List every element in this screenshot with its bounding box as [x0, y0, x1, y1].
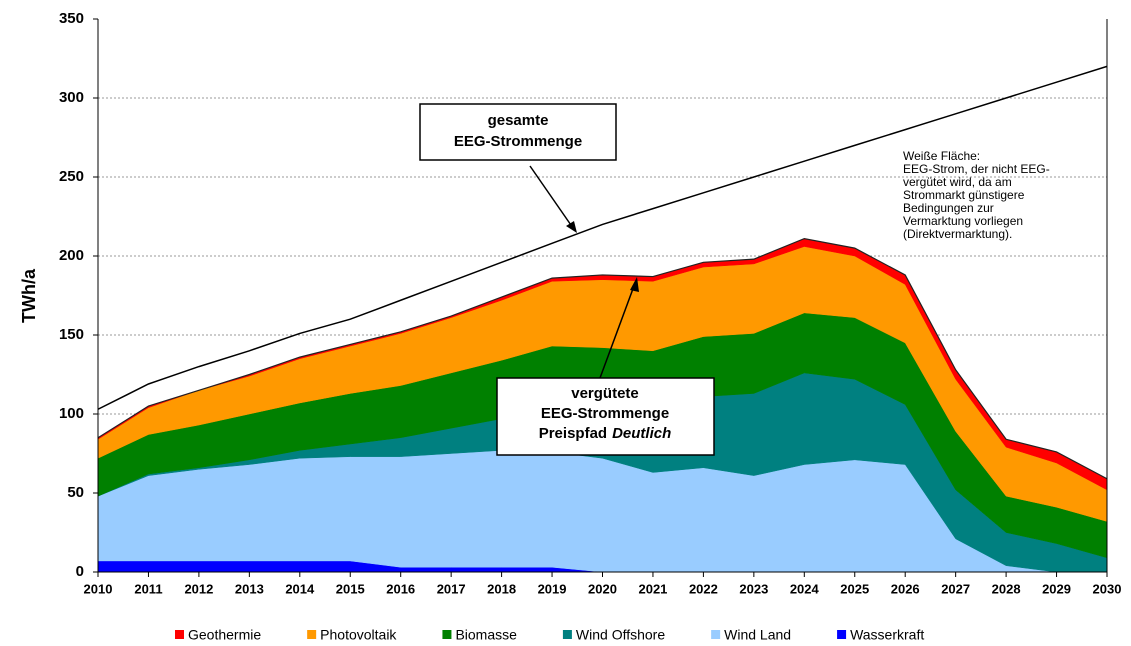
- x-tick-label: 2022: [689, 581, 718, 596]
- x-tick-label: 2027: [941, 581, 970, 596]
- annotation-text-part: Preispfad: [539, 425, 607, 442]
- note-text: Bedingungen zur: [903, 201, 994, 215]
- legend-label: Wind Offshore: [576, 627, 665, 643]
- x-tick-label: 2030: [1093, 581, 1122, 596]
- annotation-text: Preispfad Deutlich: [539, 425, 672, 442]
- y-tick-label: 100: [59, 405, 84, 422]
- x-tick-label: 2017: [437, 581, 466, 596]
- x-tick-label: 2010: [84, 581, 113, 596]
- legend-label: Geothermie: [188, 627, 261, 643]
- stack-outline: [97, 237, 1108, 480]
- x-tick-label: 2021: [638, 581, 667, 596]
- y-tick-label: 350: [59, 10, 84, 27]
- x-tick-label: 2020: [588, 581, 617, 596]
- x-tick-label: 2026: [891, 581, 920, 596]
- x-tick-label: 2023: [739, 581, 768, 596]
- annotation-text-italic: Deutlich: [612, 425, 671, 442]
- note-text: (Direktvermarktung).: [903, 227, 1012, 241]
- note-text: vergütet wird, da am: [903, 175, 1012, 189]
- total-line: [97, 65, 1108, 410]
- y-tick-label: 0: [76, 563, 84, 580]
- x-tick-label: 2019: [538, 581, 567, 596]
- legend-label: Biomasse: [455, 627, 517, 643]
- legend-swatch: [175, 630, 184, 639]
- x-tick-label: 2025: [840, 581, 869, 596]
- y-tick-label: 300: [59, 89, 84, 106]
- legend-label: Photovoltaik: [320, 627, 397, 643]
- y-tick-label: 250: [59, 168, 84, 185]
- y-axis-label: TWh/a: [19, 268, 39, 323]
- annotation-text: EEG-Strommenge: [541, 405, 669, 422]
- x-tick-label: 2012: [184, 581, 213, 596]
- x-tick-label: 2029: [1042, 581, 1071, 596]
- arrow: [529, 165, 574, 229]
- annotation-text: EEG-Strommenge: [454, 133, 582, 150]
- legend-swatch: [307, 630, 317, 639]
- legend-swatch: [562, 630, 572, 639]
- x-tick-label: 2016: [386, 581, 415, 596]
- x-tick-label: 2028: [992, 581, 1021, 596]
- legend-swatch: [837, 630, 847, 639]
- note-text: EEG-Strom, der nicht EEG-: [903, 162, 1050, 176]
- note-text: Strommarkt günstigere: [903, 188, 1025, 202]
- annotation-text: gesamte: [488, 112, 549, 129]
- legend-swatch: [711, 630, 721, 639]
- x-tick-label: 2011: [134, 581, 162, 596]
- x-tick-label: 2015: [336, 581, 365, 596]
- x-tick-label: 2024: [790, 581, 820, 596]
- annotation-text: vergütete: [571, 385, 639, 402]
- annotation-box: [419, 103, 617, 161]
- y-tick-label: 50: [67, 484, 84, 501]
- annotation-box: [496, 377, 715, 456]
- legend-label: Wind Land: [724, 627, 791, 643]
- arrow-head: [630, 277, 639, 292]
- x-tick-label: 2018: [487, 581, 516, 596]
- arrow: [599, 285, 635, 379]
- x-tick-label: 2013: [235, 581, 264, 596]
- legend-label: Wasserkraft: [850, 627, 924, 643]
- note-text: Weiße Fläche:: [903, 149, 980, 163]
- arrow-head: [566, 221, 577, 233]
- x-tick-label: 2014: [285, 581, 315, 596]
- legend-swatch: [442, 630, 452, 639]
- note-text: Vermarktung vorliegen: [903, 214, 1023, 228]
- y-tick-label: 150: [59, 326, 84, 343]
- y-tick-label: 200: [59, 247, 84, 264]
